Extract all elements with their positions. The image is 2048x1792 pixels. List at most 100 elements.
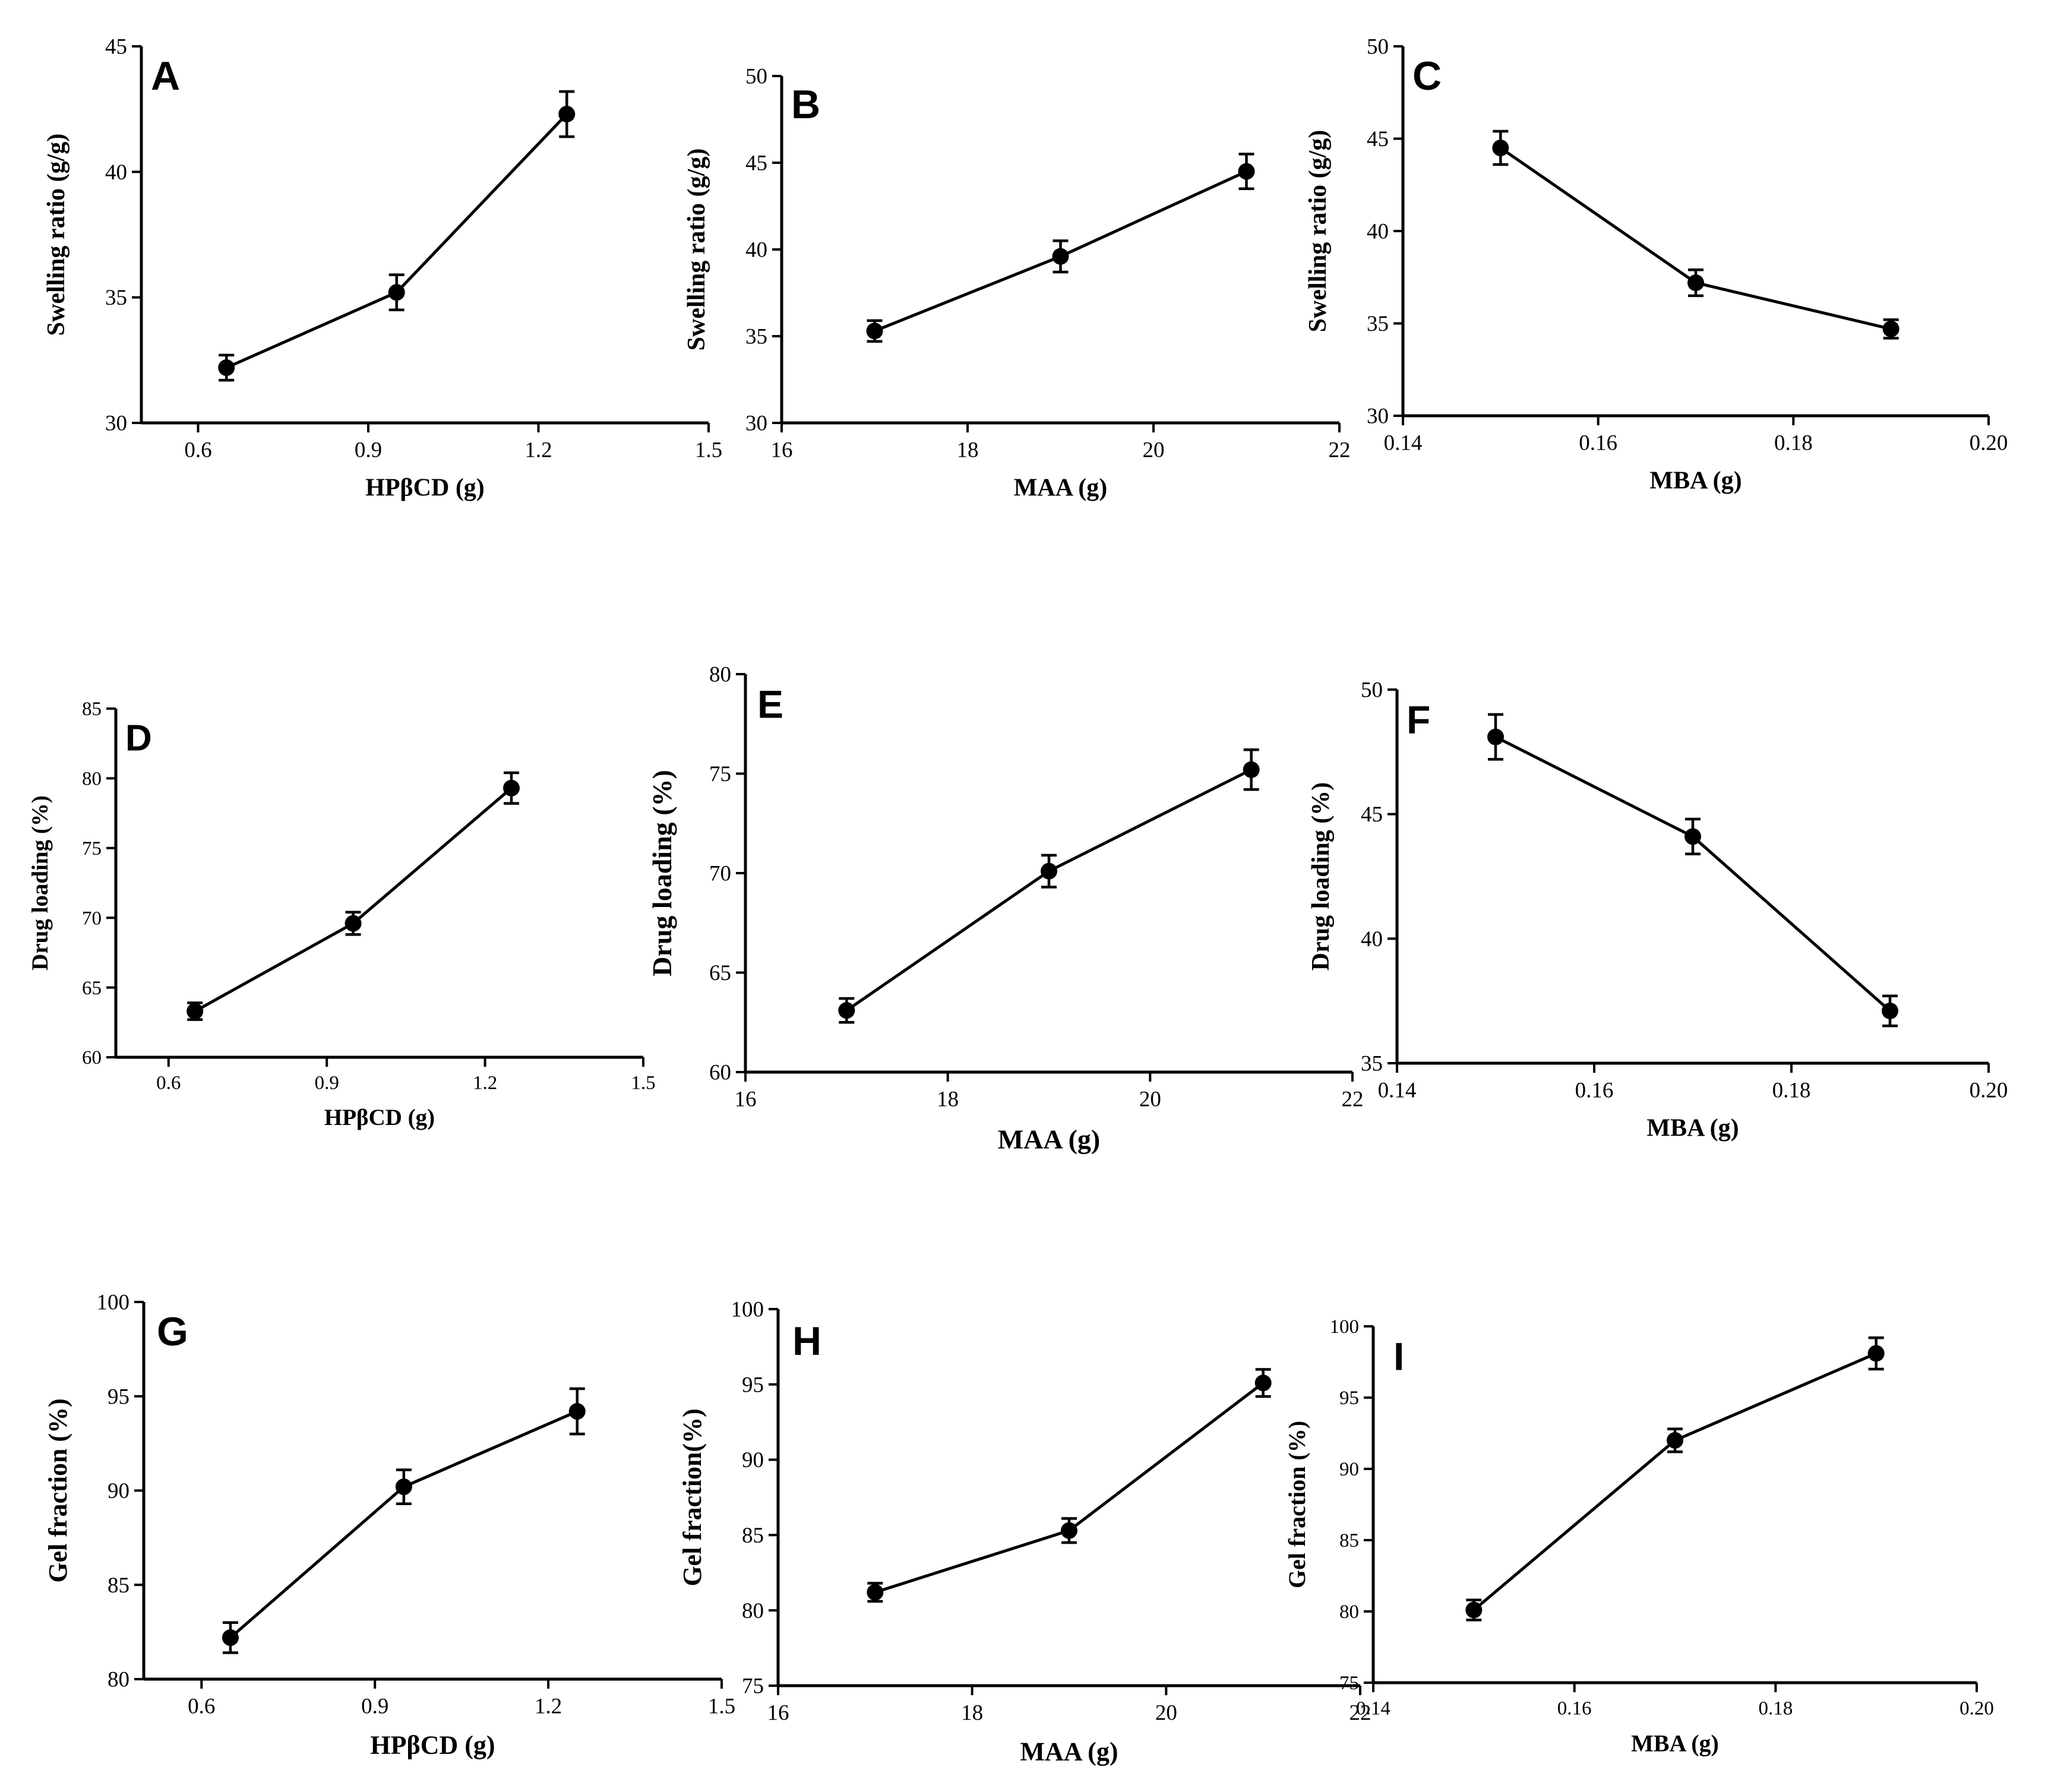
x-tick-label: 22 (1329, 438, 1351, 462)
y-tick-label: 100 (731, 1298, 764, 1322)
x-tick-label: 16 (767, 1701, 789, 1725)
y-tick-label: 35 (1367, 312, 1389, 336)
panel-letter: I (1393, 1334, 1404, 1378)
series-line (226, 113, 568, 369)
y-tick-label: 95 (1339, 1388, 1359, 1409)
x-tick-label: 1.2 (524, 438, 552, 462)
x-tick-label: 16 (771, 438, 793, 462)
series-line (1494, 735, 1891, 1012)
series-line (874, 1382, 1265, 1594)
y-tick-label: 35 (1361, 1052, 1383, 1076)
x-axis-title: HPβCD (g) (324, 1105, 435, 1130)
data-point (1882, 320, 1900, 337)
series-line (229, 1409, 578, 1639)
x-tick-label: 0.6 (188, 1694, 215, 1718)
y-axis-title: Swelling ratio (g/g) (43, 134, 70, 336)
y-tick-label: 40 (105, 160, 127, 185)
panel-i: 75 80 85 90 95 100 0.14 0.16 0.18 0.20 MBA (g) Gel … (1284, 1316, 1994, 1756)
x-tick-label: 0.14 (1384, 431, 1423, 455)
data-point (1243, 761, 1260, 778)
data-point (1041, 862, 1057, 880)
x-tick-label: 0.18 (1758, 1698, 1793, 1720)
y-tick-label: 45 (1367, 127, 1389, 151)
y-tick-label: 30 (105, 412, 127, 436)
y-tick-label: 75 (742, 1674, 764, 1699)
panel-c: 30 35 40 45 50 0.14 0.16 0.18 0.20 MBA (g) Swellin… (1304, 35, 2008, 495)
x-tick-label: 0.6 (184, 438, 211, 462)
data-point (1061, 1522, 1077, 1539)
y-tick-label: 60 (82, 1047, 102, 1069)
data-point (222, 1629, 239, 1646)
x-axis-title: HPβCD (g) (365, 474, 485, 501)
y-tick-label: 65 (82, 978, 102, 999)
y-tick-label: 90 (108, 1479, 129, 1503)
y-tick-label: 95 (742, 1373, 764, 1397)
y-tick-label: 95 (108, 1385, 129, 1409)
x-tick-label: 0.20 (1970, 1078, 2008, 1102)
x-tick-label: 16 (735, 1087, 757, 1111)
y-tick-label: 65 (709, 961, 731, 985)
panel-letter: C (1412, 53, 1442, 99)
data-point (1052, 248, 1069, 265)
x-tick-label: 0.9 (355, 438, 382, 462)
y-tick-label: 75 (82, 838, 102, 859)
x-tick-label: 18 (957, 438, 979, 462)
data-point (838, 1002, 855, 1019)
data-point (1238, 163, 1255, 180)
data-point (1465, 1601, 1483, 1619)
x-tick-label: 20 (1155, 1701, 1177, 1725)
panel-d: 60 65 70 75 80 85 0.6 0.9 1.2 1.5 HPβCD (g) Drug lo… (27, 699, 656, 1130)
x-tick-label: 22 (1342, 1087, 1364, 1111)
y-tick-label: 85 (82, 699, 102, 720)
panel-f: 35 40 45 50 0.14 0.16 0.18 0.20 MBA (g) Drug load… (1307, 678, 2008, 1142)
y-tick-label: 75 (1339, 1673, 1359, 1694)
data-point (558, 106, 576, 123)
data-point (503, 779, 520, 797)
y-tick-label: 75 (709, 762, 731, 786)
panel-e: 60 65 70 75 80 16 18 20 22 MAA (g) Drug loading (%… (647, 663, 1364, 1155)
x-tick-label: 0.18 (1774, 431, 1813, 455)
data-point (867, 1584, 884, 1601)
x-tick-label: 1.5 (631, 1073, 655, 1094)
y-axis-title: Drug loading (%) (647, 770, 677, 976)
y-tick-label: 85 (1339, 1530, 1359, 1551)
data-point (395, 1478, 412, 1496)
y-tick-label: 90 (1339, 1459, 1359, 1480)
x-tick-label: 0.9 (361, 1694, 388, 1718)
data-point (1492, 140, 1509, 157)
x-tick-label: 1.2 (473, 1073, 497, 1094)
panel-letter: G (157, 1309, 188, 1354)
panel-letter: H (792, 1319, 821, 1364)
y-tick-label: 60 (709, 1061, 731, 1085)
data-point (568, 1403, 586, 1420)
x-tick-label: 0.20 (1970, 431, 2008, 455)
y-tick-label: 80 (709, 663, 731, 687)
y-axis-title: Drug loading (%) (1307, 782, 1335, 971)
y-tick-label: 40 (745, 238, 767, 263)
x-tick-label: 20 (1143, 438, 1165, 462)
panel-letter: D (125, 718, 152, 758)
y-tick-label: 70 (709, 862, 731, 886)
y-tick-label: 85 (108, 1573, 129, 1598)
y-tick-label: 50 (1361, 678, 1383, 703)
x-axis-title: MBA (g) (1631, 1730, 1719, 1757)
data-point (388, 284, 405, 301)
x-tick-label: 1.5 (695, 438, 722, 462)
data-point (1684, 828, 1701, 845)
y-tick-label: 100 (1330, 1316, 1360, 1338)
data-point (1487, 728, 1504, 745)
panel-letter: F (1407, 697, 1430, 741)
y-tick-label: 80 (742, 1599, 764, 1623)
data-point (1254, 1374, 1272, 1392)
y-tick-label: 70 (82, 908, 102, 929)
x-tick-label: 0.14 (1378, 1078, 1417, 1102)
y-tick-label: 45 (745, 151, 767, 176)
y-tick-label: 45 (105, 35, 127, 59)
y-tick-label: 80 (108, 1668, 129, 1692)
x-tick-label: 0.9 (315, 1073, 339, 1094)
y-tick-label: 100 (97, 1291, 130, 1315)
data-point (1882, 1002, 1898, 1019)
data-point (1867, 1345, 1885, 1362)
y-tick-label: 85 (742, 1524, 764, 1548)
